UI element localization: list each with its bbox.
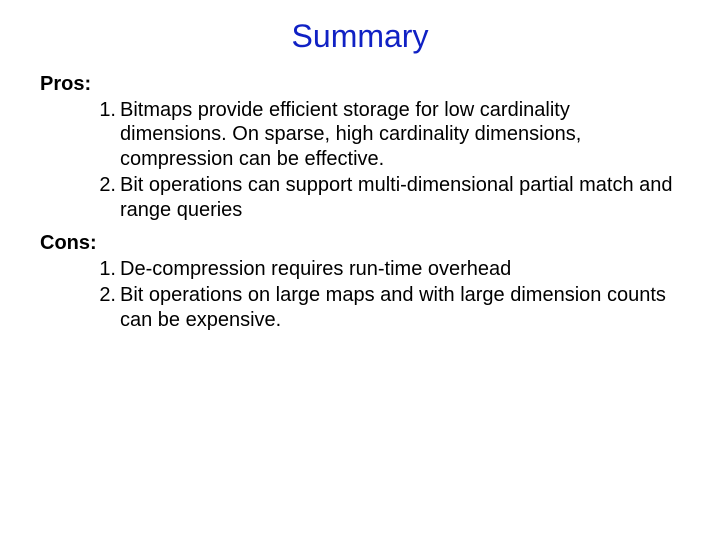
slide: Summary Pros: 1.Bitmaps provide efficien…: [0, 0, 720, 540]
pros-list: 1.Bitmaps provide efficient storage for …: [40, 98, 680, 222]
cons-label: Cons:: [40, 232, 680, 255]
list-item: 1.De-compression requires run-time overh…: [40, 257, 680, 281]
list-text: De-compression requires run-time overhea…: [120, 258, 511, 280]
slide-title: Summary: [40, 18, 680, 55]
list-item: 2.Bit operations on large maps and with …: [40, 283, 680, 332]
list-number: 2.: [92, 283, 116, 307]
list-number: 2.: [92, 173, 116, 197]
list-item: 2.Bit operations can support multi-dimen…: [40, 173, 680, 222]
list-text: Bit operations can support multi-dimensi…: [120, 174, 673, 220]
pros-label: Pros:: [40, 73, 680, 96]
list-text: Bit operations on large maps and with la…: [120, 284, 666, 330]
list-item: 1.Bitmaps provide efficient storage for …: [40, 98, 680, 171]
list-text: Bitmaps provide efficient storage for lo…: [120, 99, 581, 170]
list-number: 1.: [92, 257, 116, 281]
cons-list: 1.De-compression requires run-time overh…: [40, 257, 680, 332]
list-number: 1.: [92, 98, 116, 122]
